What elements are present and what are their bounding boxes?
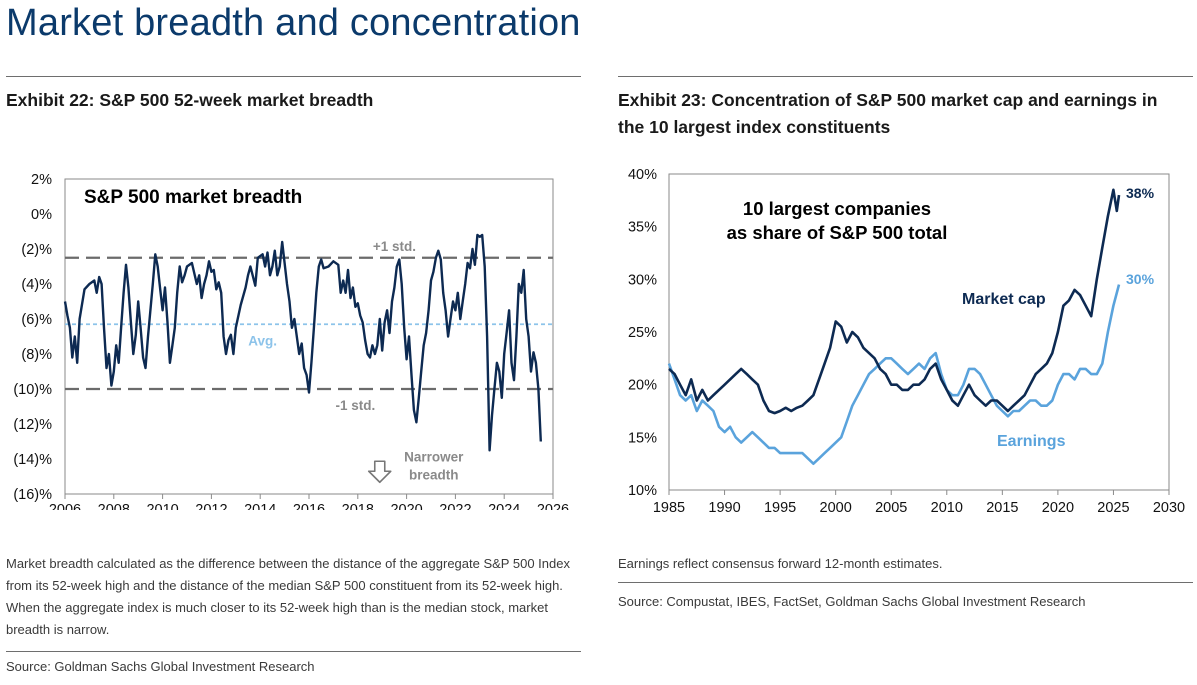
x-tick-label: 1995 [764, 500, 796, 515]
end-label-earnings: 30% [1126, 271, 1155, 287]
x-tick-label: 2006 [49, 502, 81, 510]
y-tick-label: 0% [31, 207, 52, 223]
breadth-chart-text: S&P 500 market breadth Narrower breadth [72, 181, 464, 484]
y-tick-label: 35% [628, 220, 657, 236]
y-tick-label: (16)% [13, 487, 52, 503]
exhibit23-top-rule [618, 76, 1193, 77]
y-tick-label: (8)% [21, 347, 52, 363]
x-tick-label: 2018 [342, 502, 374, 510]
y-tick-label: (14)% [13, 452, 52, 468]
reference-line-label: +1 std. [373, 239, 416, 254]
legend-label-earnings: Earnings [997, 433, 1066, 450]
exhibit22-source: Source: Goldman Sachs Global Investment … [6, 659, 315, 674]
x-tick-label: 2024 [488, 502, 520, 510]
x-tick-label: 1990 [708, 500, 740, 515]
x-tick-label: 2020 [390, 502, 422, 510]
y-tick-label: 10% [628, 483, 657, 499]
x-tick-label: 2016 [293, 502, 325, 510]
x-tick-label: 2030 [1153, 500, 1185, 515]
end-label-market-cap: 38% [1126, 185, 1155, 201]
breadth-series [63, 233, 542, 452]
exhibit22-top-rule [6, 76, 581, 77]
x-tick-label: 2008 [98, 502, 130, 510]
y-tick-label: 15% [628, 430, 657, 446]
chart-title-line: as share of S&P 500 total [727, 222, 948, 243]
plot-frame [64, 178, 554, 495]
x-tick-label: 2010 [146, 502, 178, 510]
chart-title-box [72, 181, 332, 210]
exhibit23-note: Earnings reflect consensus forward 12-mo… [618, 556, 943, 571]
concentration-chart: 40% 35% 30% 25% 20% 15% 10%1985 1990 1995 2000 200… [628, 167, 1185, 515]
earnings-line [667, 284, 1121, 465]
x-tick-label: 2012 [195, 502, 227, 510]
x-tick-label: 2025 [1097, 500, 1129, 515]
concentration-chart-axes: 40% 35% 30% 25% 20% 15% 10%1985 1990 1995 2000 200… [628, 167, 1185, 515]
concentration-series [667, 188, 1121, 465]
exhibit22-title: Exhibit 22: S&P 500 52-week market bread… [6, 90, 374, 110]
chart-title-line: 10 largest companies [743, 198, 931, 219]
chart-title: S&P 500 market breadth [84, 187, 302, 208]
exhibit22-bottom-rule [6, 651, 581, 652]
annotation-text: Narrower [404, 449, 464, 464]
exhibit22-note: Market breadth calculated as the differe… [6, 556, 570, 637]
y-tick-label: (6)% [21, 312, 52, 328]
market-cap-line [668, 188, 1121, 415]
x-tick-label: 2015 [986, 500, 1018, 515]
page-title: Market breadth and concentration [6, 2, 581, 44]
y-tick-label: 25% [628, 325, 657, 341]
y-tick-label: 30% [628, 272, 657, 288]
x-tick-label: 2026 [537, 502, 569, 510]
breadth-chart: 2% 0% (2)% (4)% (6)% (8)% (10)% (12)% (14)% (16)%… [13, 172, 569, 510]
x-tick-label: 1985 [653, 500, 685, 515]
y-tick-label: (10)% [13, 382, 52, 398]
reference-line-label: -1 std. [335, 398, 375, 413]
x-tick-label: 2010 [931, 500, 963, 515]
breadth-chart-axes: 2% 0% (2)% (4)% (6)% (8)% (10)% (12)% (14)% (16)%… [13, 172, 569, 510]
down-arrow-icon [367, 460, 392, 484]
annotation-text: breadth [409, 467, 459, 482]
y-tick-label: (4)% [21, 277, 52, 293]
x-tick-label: 2000 [820, 500, 852, 515]
y-tick-label: 40% [628, 167, 657, 183]
exhibit23-mid-rule [618, 582, 1193, 583]
x-tick-label: 2014 [244, 502, 276, 510]
plot-frame [668, 173, 1170, 491]
concentration-chart-text: 10 largest companies as share of S&P 500 … [727, 185, 1155, 450]
reference-line-label: Avg. [248, 333, 277, 348]
exhibit23-source: Source: Compustat, IBES, FactSet, Goldma… [618, 594, 1086, 609]
exhibit23-title: Exhibit 23: Concentration of S&P 500 mar… [618, 90, 1158, 137]
y-tick-label: (2)% [21, 242, 52, 258]
y-tick-label: 2% [31, 172, 52, 188]
x-tick-label: 2020 [1042, 500, 1074, 515]
legend-label-market-cap: Market cap [962, 291, 1046, 308]
breadth-line [63, 233, 542, 452]
y-tick-label: 20% [628, 378, 657, 394]
x-tick-label: 2005 [875, 500, 907, 515]
x-tick-label: 2022 [439, 502, 471, 510]
y-tick-label: (12)% [13, 417, 52, 433]
